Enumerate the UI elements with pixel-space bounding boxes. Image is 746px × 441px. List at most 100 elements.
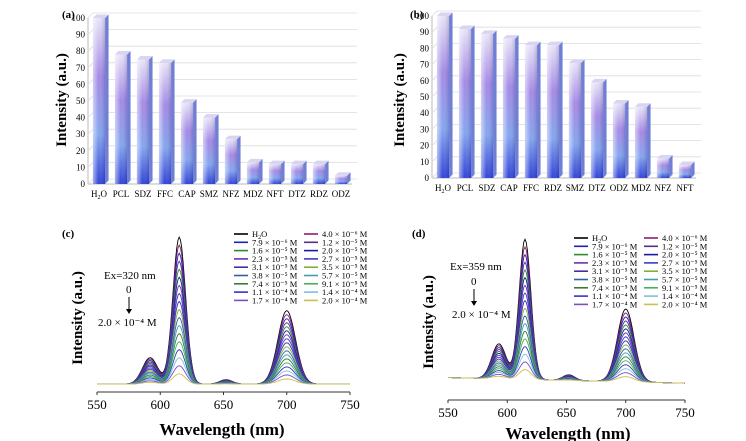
legend-item: 1.7 × 10⁻⁴ M	[574, 299, 638, 309]
legend-item: 9.1 × 10⁻⁵ M	[304, 279, 368, 289]
bar-shade	[268, 164, 282, 184]
legend-item: H2O	[234, 229, 267, 241]
spectrum-line	[448, 322, 686, 384]
spectrum-line	[97, 349, 350, 385]
bar	[612, 99, 629, 178]
bar	[246, 158, 263, 184]
bar-shade	[202, 117, 216, 184]
spectrum-line	[448, 292, 686, 384]
x-tick-label: PCL	[457, 183, 474, 193]
bar-side	[537, 41, 541, 178]
legend-item: 3.1 × 10⁻⁵ M	[234, 262, 298, 272]
panel-c: (c) Intensity (a.u.) Wavelength (nm) 550…	[62, 228, 368, 439]
legend-item: 1.6 × 10⁻⁵ M	[234, 246, 298, 256]
x-tick-label: NFZ	[654, 183, 671, 193]
legend-label: 3.1 × 10⁻⁵ M	[252, 262, 298, 272]
bar-top	[546, 41, 563, 46]
legend-label: 2.0 × 10⁻⁵ M	[322, 246, 368, 256]
legend-item: 2.0 × 10⁻⁴ M	[644, 299, 708, 309]
legend-label: H2O	[252, 229, 267, 241]
bar-shade	[546, 45, 560, 178]
legend-label: 2.0 × 10⁻⁵ M	[662, 250, 708, 260]
panel-d-label: (d)	[412, 228, 426, 240]
legend-label: 4.0 × 10⁻⁶ M	[322, 229, 368, 239]
bar-side	[259, 158, 263, 184]
bar-shade	[312, 164, 326, 184]
legend-item: 1.6 × 10⁻⁵ M	[574, 250, 638, 260]
bar-shade	[480, 33, 494, 178]
y-tick-label: 10	[420, 157, 430, 167]
bar-side	[581, 59, 585, 179]
bar-top	[158, 59, 175, 63]
bar-shade	[246, 162, 260, 184]
legend-item: H2O	[574, 233, 607, 245]
bar	[224, 135, 241, 184]
legend-item: 2.0 × 10⁻⁵ M	[644, 250, 708, 260]
bar-shade	[612, 103, 626, 178]
panel-c-ylabel: Intensity (a.u.)	[70, 271, 86, 365]
bar	[634, 103, 651, 178]
x-tick-label: DTZ	[288, 189, 306, 199]
legend-item: 2.0 × 10⁻⁴ M	[304, 295, 368, 305]
bar-side	[647, 103, 651, 178]
grid-line	[87, 29, 357, 35]
bar-shade	[524, 45, 538, 178]
legend-item: 4.0 × 10⁻⁶ M	[644, 233, 708, 243]
legend-item: 9.1 × 10⁻⁵ M	[644, 283, 708, 293]
spectrum-line	[448, 276, 686, 384]
legend-label: 1.2 × 10⁻⁵ M	[322, 237, 368, 247]
bar-top	[590, 78, 607, 83]
bar-shade	[290, 164, 304, 184]
bar-side	[105, 14, 109, 184]
x-tick-label: 600	[151, 397, 171, 412]
x-tick-label: CAP	[500, 183, 518, 193]
x-tick-label: NFZ	[222, 189, 239, 199]
bar-top	[290, 160, 307, 165]
legend-item: 5.7 × 10⁻⁵ M	[304, 271, 368, 281]
bar-shade	[634, 106, 648, 178]
panel-b-label: (b)	[410, 9, 424, 21]
panel-b: (b) Intensity (a.u.) 0 10 20 30 40 50 60 70 80 90…	[392, 9, 701, 195]
y-tick-label: 50	[420, 92, 430, 102]
spectrum-line	[448, 315, 686, 384]
legend-item: 1.2 × 10⁻⁵ M	[644, 241, 708, 251]
bar-side	[347, 172, 351, 184]
panel-c-xlabel: Wavelength (nm)	[159, 420, 284, 439]
x-tick-label: 600	[498, 405, 518, 420]
bar-side	[449, 12, 453, 178]
spectrum-line	[448, 284, 686, 384]
panel-d: (d) Intensity (a.u.) Wavelength (nm) 550…	[412, 228, 708, 441]
legend-label: H2O	[592, 233, 607, 245]
bar	[502, 35, 519, 179]
panel-a: (a) Intensity (a.u.) 0 10 20 30 40 50 60 70 80 90…	[54, 9, 357, 201]
legend-item: 3.8 × 10⁻⁵ M	[234, 271, 298, 281]
legend-item: 5.7 × 10⁻⁵ M	[644, 275, 708, 285]
legend-label: 1.6 × 10⁻⁵ M	[252, 246, 298, 256]
legend-label: 2.0 × 10⁻⁴ M	[662, 299, 708, 309]
bar	[524, 41, 541, 178]
x-tick-label: ODZ	[332, 189, 351, 199]
y-tick-label: 40	[420, 108, 430, 118]
bar	[312, 160, 329, 184]
legend-label: 2.0 × 10⁻⁴ M	[322, 295, 368, 305]
bar-shade	[158, 62, 172, 184]
bar-top	[678, 161, 695, 166]
bar-top	[634, 103, 651, 107]
spectrum-line	[97, 292, 350, 385]
bar-top	[568, 59, 585, 63]
y-tick-label: 30	[420, 124, 430, 134]
bar-shade	[180, 102, 194, 184]
legend-label: 9.1 × 10⁻⁵ M	[322, 279, 368, 289]
bar-top	[656, 155, 673, 159]
bar	[92, 14, 109, 184]
x-tick-label: RDZ	[544, 183, 562, 193]
bar-top	[180, 99, 197, 103]
bar-side	[215, 114, 219, 184]
legend-label: 4.0 × 10⁻⁶ M	[662, 233, 708, 243]
legend-label: 1.1 × 10⁻⁴ M	[592, 291, 638, 301]
panel-c-end-conc: 2.0 × 10⁻⁴ M	[98, 317, 157, 329]
panel-c-label: (c)	[62, 228, 75, 240]
x-tick-label: 650	[557, 405, 577, 420]
